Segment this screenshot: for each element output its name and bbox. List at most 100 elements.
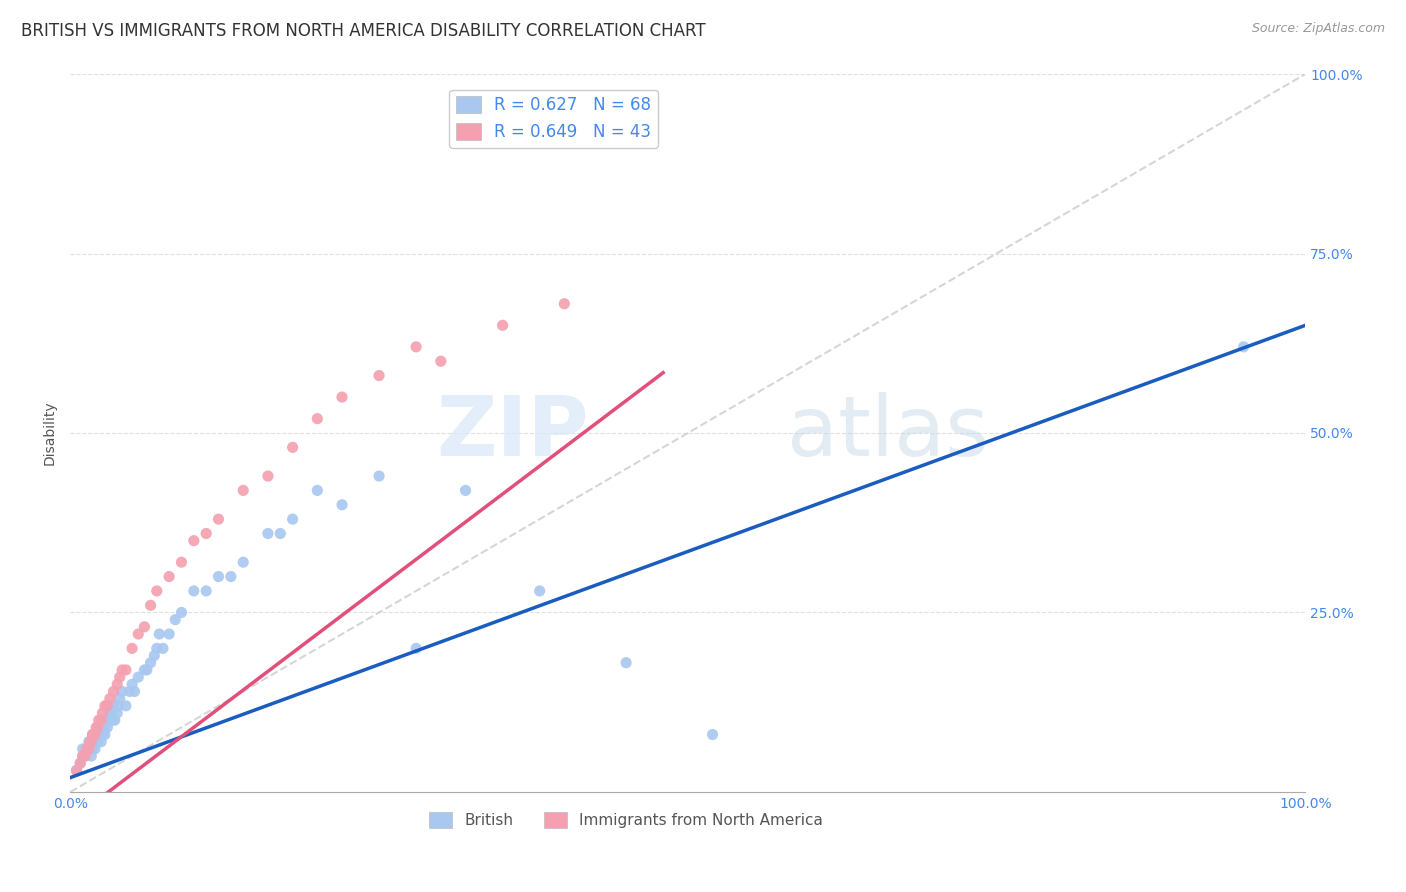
Point [134, 620, 156, 634]
Point [134, 663, 156, 677]
Point [127, 627, 149, 641]
Point [96, 713, 118, 727]
Point [281, 512, 304, 526]
Point [94, 727, 117, 741]
Point [84, 727, 107, 741]
Point [79, 735, 101, 749]
Point [553, 297, 575, 311]
Point [257, 469, 280, 483]
Point [111, 684, 134, 698]
Text: ZIP: ZIP [436, 392, 589, 474]
Point [108, 670, 131, 684]
Point [80, 735, 103, 749]
Point [93, 720, 115, 734]
Point [82, 742, 104, 756]
Point [368, 368, 391, 383]
Point [91, 706, 114, 720]
Point [75, 742, 97, 756]
Point [84, 742, 107, 756]
Point [157, 627, 180, 641]
Point [269, 526, 291, 541]
Point [257, 526, 280, 541]
Point [307, 483, 329, 498]
Point [146, 583, 169, 598]
Point [121, 641, 143, 656]
Text: BRITISH VS IMMIGRANTS FROM NORTH AMERICA DISABILITY CORRELATION CHART: BRITISH VS IMMIGRANTS FROM NORTH AMERICA… [21, 22, 706, 40]
Point [101, 713, 124, 727]
Point [86, 727, 108, 741]
Point [135, 663, 157, 677]
Y-axis label: Disability: Disability [44, 401, 58, 466]
Point [91, 727, 114, 741]
Point [80, 749, 103, 764]
Point [529, 583, 551, 598]
Point [118, 684, 141, 698]
Point [79, 735, 101, 749]
Point [152, 641, 174, 656]
Point [94, 698, 117, 713]
Point [86, 735, 108, 749]
Point [69, 756, 91, 771]
Point [330, 390, 353, 404]
Point [86, 720, 108, 734]
Point [84, 720, 107, 734]
Point [307, 411, 329, 425]
Point [121, 677, 143, 691]
Point [430, 354, 453, 368]
Point [69, 756, 91, 771]
Point [103, 698, 125, 713]
Point [98, 691, 121, 706]
Point [207, 512, 229, 526]
Point [143, 648, 166, 663]
Point [183, 533, 205, 548]
Point [195, 583, 218, 598]
Point [87, 720, 110, 734]
Point [75, 749, 97, 764]
Point [330, 498, 353, 512]
Point [105, 706, 128, 720]
Point [170, 606, 193, 620]
Point [232, 483, 254, 498]
Point [87, 713, 110, 727]
Point [146, 641, 169, 656]
Point [165, 613, 187, 627]
Point [491, 318, 513, 333]
Point [82, 727, 104, 741]
Point [107, 698, 129, 713]
Point [702, 727, 724, 741]
Point [96, 720, 118, 734]
Point [368, 469, 391, 483]
Point [90, 713, 112, 727]
Text: Source: ZipAtlas.com: Source: ZipAtlas.com [1251, 22, 1385, 36]
Point [207, 569, 229, 583]
Point [157, 569, 180, 583]
Point [614, 656, 637, 670]
Point [405, 340, 427, 354]
Point [454, 483, 477, 498]
Point [148, 627, 170, 641]
Point [75, 742, 97, 756]
Point [195, 526, 218, 541]
Point [84, 735, 107, 749]
Point [219, 569, 242, 583]
Point [115, 698, 138, 713]
Text: atlas: atlas [787, 392, 988, 474]
Point [72, 749, 94, 764]
Point [77, 735, 100, 749]
Point [94, 713, 117, 727]
Point [90, 720, 112, 734]
Point [124, 684, 146, 698]
Point [65, 764, 87, 778]
Point [65, 764, 87, 778]
Point [77, 742, 100, 756]
Point [72, 742, 94, 756]
Point [139, 599, 162, 613]
Point [105, 677, 128, 691]
Legend: British, Immigrants from North America: British, Immigrants from North America [423, 806, 830, 835]
Point [97, 713, 120, 727]
Point [82, 727, 104, 741]
Point [139, 656, 162, 670]
Point [77, 742, 100, 756]
Point [90, 735, 112, 749]
Point [72, 749, 94, 764]
